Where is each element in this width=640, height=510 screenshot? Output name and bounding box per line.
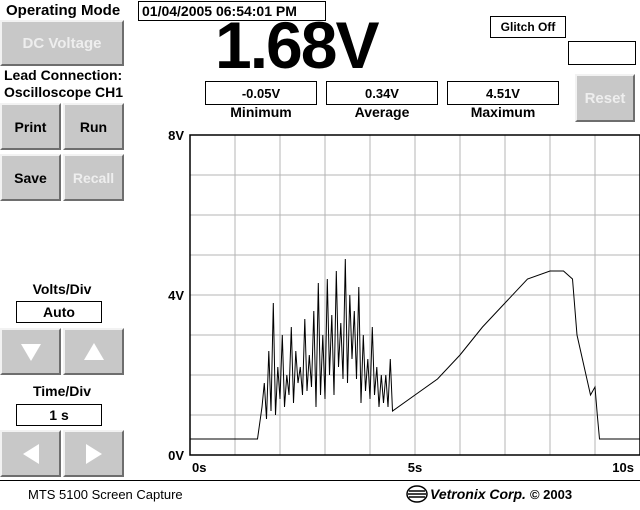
operating-mode-label: Operating Mode — [6, 2, 121, 19]
volts-up-button[interactable] — [63, 328, 124, 375]
arrow-right-icon — [85, 443, 102, 464]
average-value: 0.34V — [326, 81, 438, 105]
glitch-status[interactable]: Glitch Off — [490, 16, 566, 38]
reset-button[interactable]: Reset — [575, 74, 635, 122]
time-right-button[interactable] — [63, 430, 124, 477]
time-left-button[interactable] — [0, 430, 61, 477]
x-tick-label: 0s — [192, 460, 206, 475]
signal-trace — [190, 258, 640, 440]
time-div-value: 1 s — [16, 404, 102, 426]
average-label: Average — [354, 104, 410, 120]
vetronix-branding: Vetronix Corp. © 2003 — [406, 485, 572, 503]
blank-field — [568, 41, 636, 65]
arrow-up-icon — [83, 342, 104, 360]
volts-div-value: Auto — [16, 301, 102, 323]
maximum-label: Maximum — [470, 104, 536, 120]
print-button[interactable]: Print — [0, 103, 61, 150]
brand-name: Vetronix Corp. — [430, 486, 526, 502]
volts-div-label: Volts/Div — [32, 281, 92, 297]
arrow-down-icon — [20, 343, 41, 361]
run-button[interactable]: Run — [63, 103, 124, 150]
x-tick-label: 5s — [408, 460, 422, 475]
copyright-year: © 2003 — [529, 486, 573, 502]
footer-divider — [0, 480, 640, 481]
voltage-reading: 1.68V — [215, 8, 379, 82]
volts-down-button[interactable] — [0, 328, 61, 375]
datetime-display: 01/04/2005 06:54:01 PM — [138, 1, 326, 21]
oscilloscope-chart: 0V 4V 8V 0s 5s 10s — [168, 128, 640, 475]
time-div-label: Time/Div — [32, 383, 92, 399]
x-tick-label: 10s — [612, 460, 634, 475]
y-tick-label: 4V — [168, 288, 184, 303]
y-tick-label: 0V — [168, 448, 184, 463]
footer-caption: MTS 5100 Screen Capture — [28, 487, 183, 502]
save-button[interactable]: Save — [0, 154, 61, 201]
maximum-value: 4.51V — [447, 81, 559, 105]
y-tick-label: 8V — [168, 128, 184, 143]
minimum-value: -0.05V — [205, 81, 317, 105]
recall-button[interactable]: Recall — [63, 154, 124, 201]
lead-connection-label: Lead Connection: — [4, 67, 123, 83]
minimum-label: Minimum — [230, 104, 292, 120]
vetronix-logo-icon — [406, 485, 428, 503]
arrow-left-icon — [22, 443, 39, 464]
lead-connection-value: Oscilloscope CH1 — [4, 84, 124, 100]
dc-voltage-button[interactable]: DC Voltage — [0, 20, 124, 66]
plot-frame — [189, 134, 640, 456]
